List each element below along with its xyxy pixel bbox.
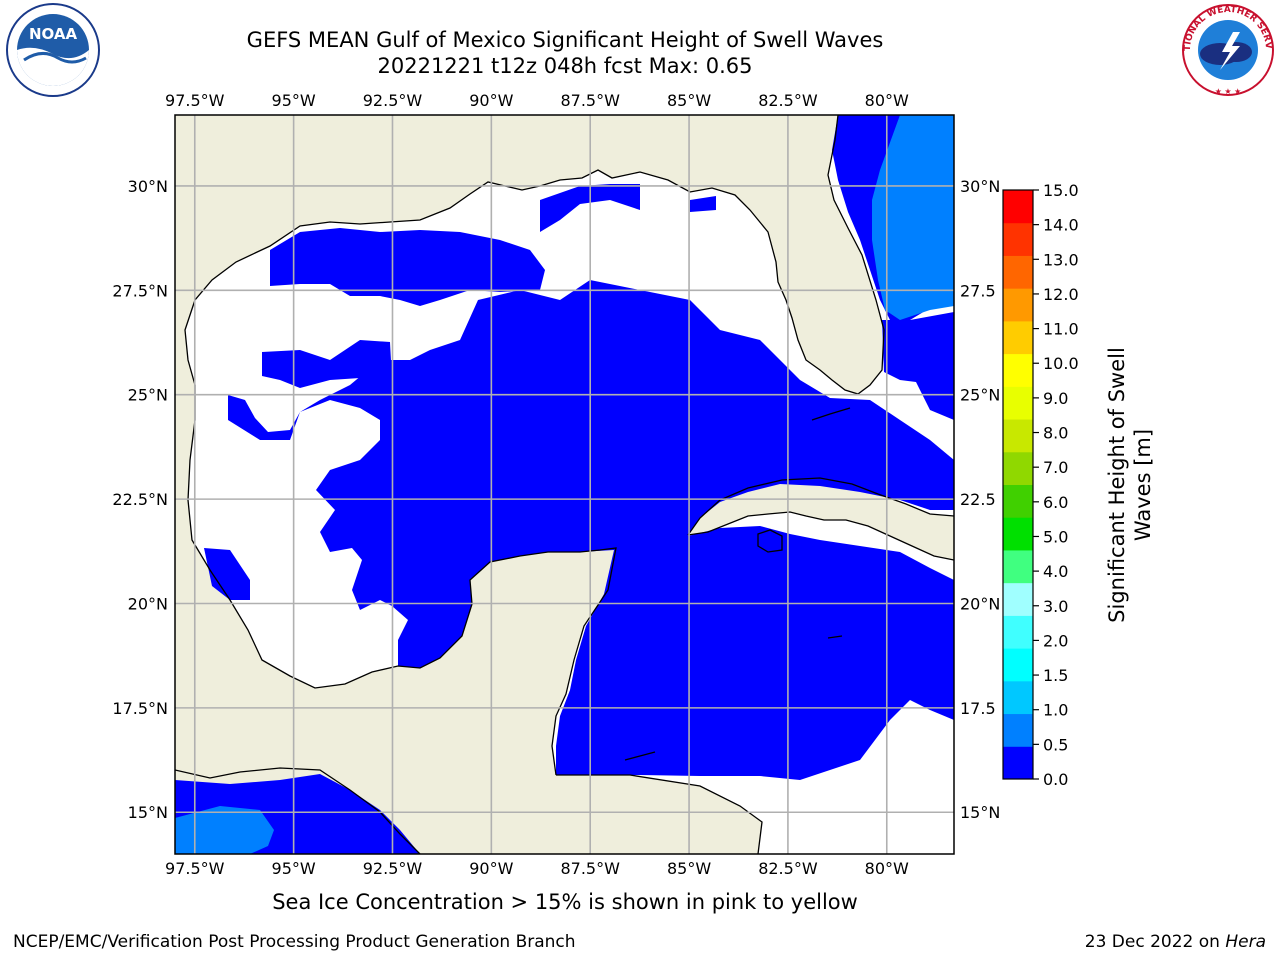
noaa-logo: NOAA [6,3,100,97]
lat-label-left: 25°N [128,386,168,405]
lon-label-top: 80°W [865,91,909,110]
lat-label-left: 27.5°N [112,281,168,300]
colorbar-tick-label: 7.0 [1043,458,1068,477]
colorbar: 0.0 0.5 1.0 1.5 2.0 3.0 4.0 5.0 6.0 7.0 8.0 9.0 10.0… [1002,181,1079,789]
colorbar-tick-label: 3.0 [1043,597,1068,616]
footer-host: Hera [1225,932,1266,952]
colorbar-tick-label: 13.0 [1043,250,1079,269]
lon-label-top: 95°W [272,91,316,110]
footer-date: 23 Dec 2022 on Hera [1085,932,1266,952]
colorbar-tick-label: 1.5 [1043,666,1068,685]
noaa-wordmark: NOAA [29,25,78,43]
svg-text:★ ★ ★: ★ ★ ★ [1215,87,1242,96]
map-title: GEFS MEAN Gulf of Mexico Significant Hei… [246,28,884,52]
colorbar-swatch [1003,517,1033,551]
lat-label-right: 25°N [960,386,1000,405]
colorbar-swatch [1003,451,1033,485]
map-frame [174,114,955,855]
lat-label-left: 20°N [128,594,168,613]
lon-label-top: 87.5°W [560,91,620,110]
colorbar-tick-label: 9.0 [1043,389,1068,408]
colorbar-swatch [1003,680,1033,715]
colorbar-tick-label: 4.0 [1043,562,1068,581]
lat-label-right: 15°N [960,803,1000,822]
lat-label-right: 22.5 [960,490,996,509]
colorbar-tick-label: 15.0 [1043,181,1079,200]
lat-label-right: 27.5 [960,281,996,300]
lon-label-top: 82.5°W [758,91,818,110]
colorbar-tick-label: 2.0 [1043,631,1068,650]
lat-label-right: 30°N [960,177,1000,196]
colorbar-swatch [1003,255,1033,289]
lon-label-bottom: 85°W [667,859,711,878]
nws-logo: NATIONAL WEATHER SERVICE ★ ★ ★ [1178,2,1274,96]
lon-label-bottom: 92.5°W [363,859,423,878]
lon-label-bottom: 95°W [272,859,316,878]
lat-label-right: 20°N [960,594,1000,613]
lon-label-top: 92.5°W [363,91,423,110]
colorbar-swatch [1003,222,1033,256]
axis-labels: 97.5°W 97.5°W 95°W 95°W 92.5°W 92.5°W 90°W 90°W… [112,91,1000,878]
colorbar-tick-label: 10.0 [1043,354,1079,373]
colorbar-swatch [1003,320,1033,355]
sea-ice-note: Sea Ice Concentration > 15% is shown in … [272,890,858,914]
colorbar-swatch [1003,713,1033,747]
lon-label-top: 97.5°W [165,91,225,110]
colorbar-frame [1002,189,1034,780]
lat-label-left: 22.5°N [112,490,168,509]
colorbar-tick-label: 6.0 [1043,493,1068,512]
lat-label-right: 17.5 [960,699,996,718]
colorbar-tick-label: 5.0 [1043,527,1068,546]
colorbar-tick-label: 11.0 [1043,320,1079,339]
colorbar-tick-label: 14.0 [1043,216,1079,235]
lon-label-bottom: 90°W [469,859,513,878]
lon-label-bottom: 97.5°W [165,859,225,878]
colorbar-swatch [1003,648,1033,682]
lon-label-bottom: 82.5°W [758,859,818,878]
colorbar-tick-label: 8.0 [1043,424,1068,443]
map-area [175,115,954,854]
coastlines [175,115,954,854]
lat-label-left: 30°N [128,177,168,196]
colorbar-swatch [1003,582,1033,616]
forecast-subtitle: 20221221 t12z 048h fcst Max: 0.65 [377,54,753,78]
footer-branch: NCEP/EMC/Verification Post Processing Pr… [13,932,576,952]
graticule [175,115,954,854]
footer-date-text: 23 Dec 2022 on [1084,932,1226,952]
colorbar-swatch [1003,353,1033,387]
colorbar-swatch [1003,190,1033,224]
colorbar-tick-label: 0.5 [1043,735,1068,754]
colorbar-tick-label: 0.0 [1043,770,1068,789]
colorbar-tick-label: 12.0 [1043,285,1079,304]
lon-label-bottom: 80°W [865,859,909,878]
colorbar-label-line2: Waves [m] [1131,429,1155,541]
colorbar-swatch [1003,746,1033,780]
colorbar-swatch [1003,484,1033,518]
lon-label-bottom: 87.5°W [560,859,620,878]
colorbar-label-line1: Significant Height of Swell [1105,347,1129,623]
lon-label-top: 85°W [667,91,711,110]
colorbar-swatch [1003,419,1033,453]
lat-label-left: 17.5°N [112,699,168,718]
lon-label-top: 90°W [469,91,513,110]
colorbar-swatch [1003,386,1033,420]
swell-mid-field [175,115,954,854]
lat-label-left: 15°N [128,803,168,822]
colorbar-tick-label: 1.0 [1043,701,1068,720]
colorbar-swatch [1003,288,1033,322]
colorbar-swatch [1003,549,1033,584]
colorbar-swatch [1003,615,1033,649]
